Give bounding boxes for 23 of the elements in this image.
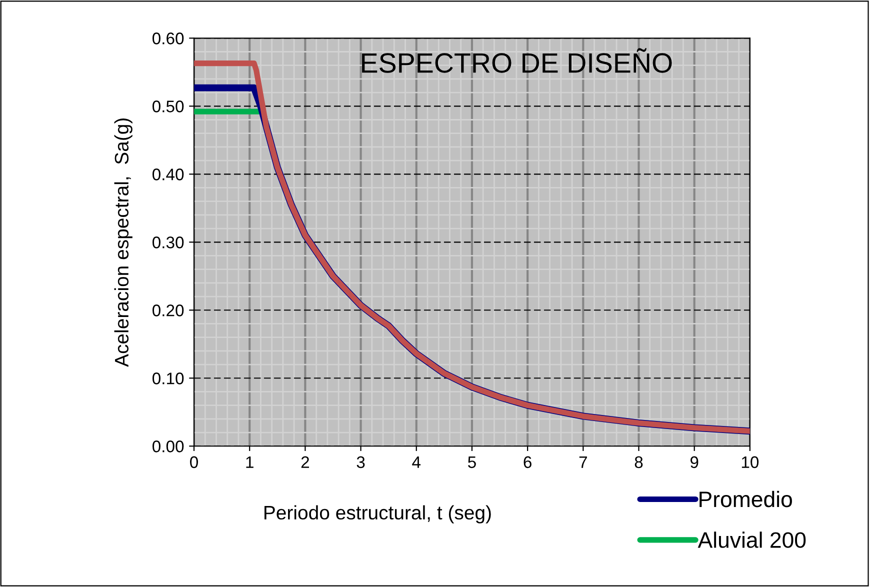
y-tick-label: 0.30 bbox=[152, 236, 184, 248]
x-tick-label: 6 bbox=[524, 456, 532, 468]
x-tick-label: 9 bbox=[690, 456, 698, 468]
x-tick-label: 2 bbox=[301, 456, 309, 468]
x-tick-label: 0 bbox=[190, 456, 198, 468]
chart-title: ESPECTRO DE DISEÑO bbox=[362, 48, 672, 73]
legend-label: Aluvial 200 bbox=[698, 532, 806, 548]
y-tick-label: 0.50 bbox=[152, 100, 184, 112]
y-tick-label: 0.10 bbox=[152, 372, 184, 384]
x-tick-label: 1 bbox=[246, 456, 254, 468]
y-axis-title: Aceleracion espectral, Sa(g) bbox=[114, 118, 132, 367]
y-tick-label: 0.00 bbox=[152, 440, 184, 452]
x-tick-label: 4 bbox=[412, 456, 421, 468]
x-tick-label: 3 bbox=[356, 456, 365, 468]
x-tick-label: 7 bbox=[579, 456, 587, 468]
y-tick-label: 0.20 bbox=[152, 304, 184, 316]
x-tick-label: 5 bbox=[468, 456, 476, 468]
y-tick-label: 0.40 bbox=[152, 168, 184, 180]
y-tick-label: 0.60 bbox=[152, 32, 184, 44]
x-axis-title: Periodo estructural, t (seg) bbox=[264, 505, 491, 524]
x-tick-label: 10 bbox=[742, 456, 759, 468]
x-tick-label: 8 bbox=[634, 456, 643, 468]
legend-label: Promedio bbox=[700, 490, 792, 508]
